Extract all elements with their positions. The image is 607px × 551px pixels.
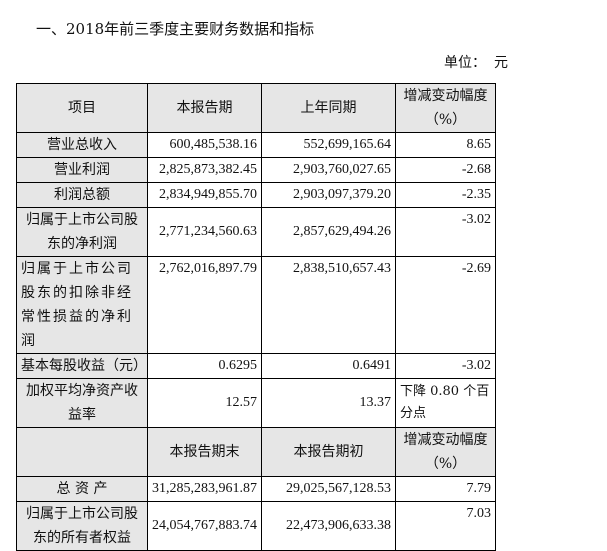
change-value: 下降 0.80 个百分点 — [395, 378, 496, 428]
row-label: 归属于上市公司股东的扣除非经常性损益的净利润 — [16, 256, 148, 354]
previous-value: 2,838,510,657.43 — [261, 256, 396, 354]
row-label: 总 资 产 — [16, 476, 148, 502]
table-row: 基本每股收益（元） 0.6295 0.6491 -3.02 — [16, 353, 496, 379]
section-title: 一、2018年前三季度主要财务数据和指标 — [36, 20, 315, 38]
current-value: 31,285,283,961.87 — [147, 476, 262, 502]
current-value: 24,054,767,883.74 — [147, 501, 262, 551]
change-value: 8.65 — [395, 132, 496, 158]
row-label: 利润总额 — [16, 182, 148, 208]
unit-note: 单位： 元 — [436, 52, 508, 72]
header-cell: 项目 — [16, 83, 148, 133]
table-row: 归属于上市公司股东的所有者权益 24,054,767,883.74 22,473… — [16, 501, 496, 551]
header-cell: 本报告期 — [147, 83, 262, 133]
row-label: 归属于上市公司股东的净利润 — [16, 207, 148, 257]
table-row: 营业利润 2,825,873,382.45 2,903,760,027.65 -… — [16, 157, 496, 183]
row-label: 营业总收入 — [16, 132, 148, 158]
change-value: -2.35 — [395, 182, 496, 208]
change-value: -3.02 — [395, 353, 496, 379]
change-value: 7.79 — [395, 476, 496, 502]
change-value: 7.03 — [395, 501, 496, 551]
previous-value: 22,473,906,633.38 — [261, 501, 396, 551]
current-value: 12.57 — [147, 378, 262, 428]
change-value: -2.69 — [395, 256, 496, 354]
previous-value: 0.6491 — [261, 353, 396, 379]
table-row: 加权平均净资产收益率 12.57 13.37 下降 0.80 个百分点 — [16, 378, 496, 428]
previous-value: 2,903,760,027.65 — [261, 157, 396, 183]
current-value: 0.6295 — [147, 353, 262, 379]
header-cell — [16, 427, 148, 477]
current-value: 2,762,016,897.79 — [147, 256, 262, 354]
previous-value: 2,903,097,379.20 — [261, 182, 396, 208]
previous-value: 13.37 — [261, 378, 396, 428]
header-cell: 增减变动幅度（%） — [395, 427, 496, 477]
unit-label: 单位： — [444, 55, 486, 71]
table-row: 归属于上市公司股东的扣除非经常性损益的净利润 2,762,016,897.79 … — [16, 256, 496, 354]
table-header: 项目 本报告期 上年同期 增减变动幅度（%） — [16, 83, 496, 133]
current-value: 2,771,234,560.63 — [147, 207, 262, 257]
row-label: 基本每股收益（元） — [16, 353, 148, 379]
current-value: 2,825,873,382.45 — [147, 157, 262, 183]
change-value: -2.68 — [395, 157, 496, 183]
row-label: 加权平均净资产收益率 — [16, 378, 148, 428]
previous-value: 552,699,165.64 — [261, 132, 396, 158]
table-row: 营业总收入 600,485,538.16 552,699,165.64 8.65 — [16, 132, 496, 158]
current-value: 600,485,538.16 — [147, 132, 262, 158]
previous-value: 29,025,567,128.53 — [261, 476, 396, 502]
row-label: 归属于上市公司股东的所有者权益 — [16, 501, 148, 551]
header-cell: 增减变动幅度（%） — [395, 83, 496, 133]
header-cell: 本报告期初 — [261, 427, 396, 477]
header-cell: 上年同期 — [261, 83, 396, 133]
table-row: 利润总额 2,834,949,855.70 2,903,097,379.20 -… — [16, 182, 496, 208]
table-header: 本报告期末 本报告期初 增减变动幅度（%） — [16, 427, 496, 477]
table-row: 总 资 产 31,285,283,961.87 29,025,567,128.5… — [16, 476, 496, 502]
previous-value: 2,857,629,494.26 — [261, 207, 396, 257]
unit-value: 元 — [494, 55, 508, 71]
current-value: 2,834,949,855.70 — [147, 182, 262, 208]
row-label: 营业利润 — [16, 157, 148, 183]
table-row: 归属于上市公司股东的净利润 2,771,234,560.63 2,857,629… — [16, 207, 496, 257]
header-cell: 本报告期末 — [147, 427, 262, 477]
financial-table: 项目 本报告期 上年同期 增减变动幅度（%） 营业总收入 600,485,538… — [16, 83, 496, 551]
change-value: -3.02 — [395, 207, 496, 257]
